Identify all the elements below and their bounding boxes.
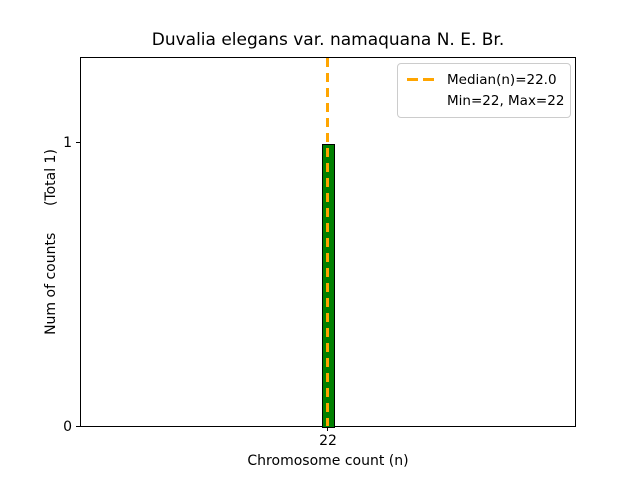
plot-area: Median(n)=22.0 Min=22, Max=22 [80,57,576,428]
x-axis-label: Chromosome count (n) [247,453,409,469]
chart-title: Duvalia elegans var. namaquana N. E. Br. [151,30,505,50]
ytick-mark-0 [76,426,80,427]
ytick-label-1: 1 [63,135,72,151]
ytick-label-0: 0 [63,419,72,435]
legend-label-minmax: Min=22, Max=22 [447,92,565,109]
legend-entry-median: Median(n)=22.0 [407,69,562,90]
median-line [326,58,329,426]
median-dashed-line-swatch [407,78,435,81]
xtick-label-22: 22 [319,433,337,449]
ytick-mark-1 [76,142,80,143]
y-axis-label: Num of counts (Total 1) [43,149,59,335]
empty-swatch [407,99,435,102]
xtick-mark-22 [327,427,328,431]
legend-label-median: Median(n)=22.0 [447,71,557,88]
legend-entry-minmax: Min=22, Max=22 [407,90,565,111]
legend: Median(n)=22.0 Min=22, Max=22 [397,63,571,118]
